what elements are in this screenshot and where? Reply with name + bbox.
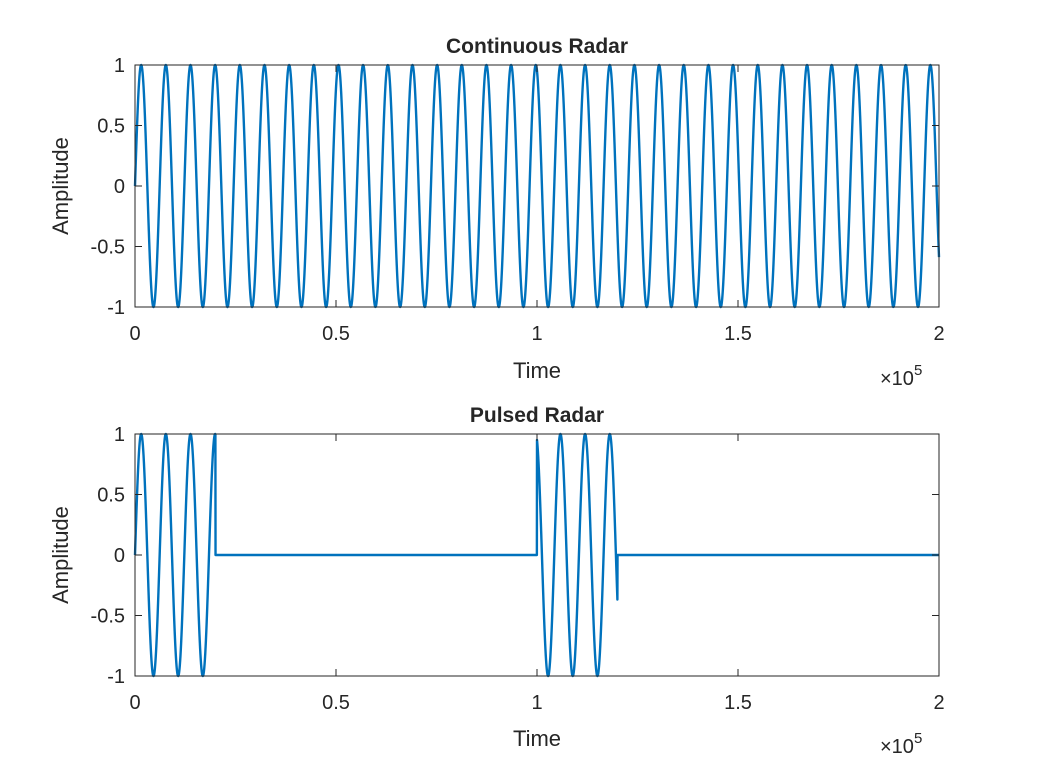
- x-tick-label: 0: [129, 692, 140, 714]
- chart-continuous-radar: Continuous Radar 0 0.5 1 1.5 2 1 0.5 0 -0.5 -1 T…: [48, 35, 945, 390]
- y-tick-label: 0.5: [97, 116, 125, 138]
- x-exponent-label: ×105: [880, 730, 922, 758]
- y-tick-labels: 1 0.5 0 -0.5 -1: [91, 55, 125, 319]
- x-tick-label: 1.5: [724, 692, 752, 714]
- y-tick-label: 0: [114, 176, 125, 198]
- x-tick-labels: 0 0.5 1 1.5 2: [129, 692, 944, 714]
- axis-ticks: [134, 64, 940, 308]
- y-tick-labels: 1 0.5 0 -0.5 -1: [91, 424, 125, 688]
- y-tick-label: 0: [114, 545, 125, 567]
- y-tick-label: 0.5: [97, 485, 125, 507]
- chart-title: Continuous Radar: [446, 35, 628, 58]
- y-axis-label: Amplitude: [48, 137, 73, 235]
- axis-ticks: [134, 433, 940, 677]
- chart-pulsed-radar: Pulsed Radar 0 0.5 1 1.5 2 10.50-0.5-1 Time …: [48, 404, 945, 758]
- y-tick-label: -1: [107, 666, 125, 688]
- x-tick-label: 2: [933, 692, 944, 714]
- x-tick-label: 0.5: [322, 323, 350, 345]
- plot-area: [135, 65, 939, 307]
- y-tick-label: -0.5: [91, 606, 125, 628]
- x-tick-label: 1: [531, 323, 542, 345]
- x-axis-label: Time: [513, 358, 561, 383]
- x-tick-label: 0: [129, 323, 140, 345]
- y-tick-label: 1: [114, 55, 125, 77]
- x-tick-label: 1: [531, 692, 542, 714]
- x-axis-label: Time: [513, 726, 561, 751]
- y-tick-label: -1: [107, 297, 125, 319]
- x-tick-label: 2: [933, 323, 944, 345]
- y-axis-label: Amplitude: [48, 506, 73, 604]
- x-tick-label: 1.5: [724, 323, 752, 345]
- y-tick-label: -0.5: [91, 237, 125, 259]
- y-tick-label: 1: [114, 424, 125, 446]
- x-tick-labels: 0 0.5 1 1.5 2: [129, 323, 944, 345]
- x-exponent-label: ×105: [880, 362, 922, 390]
- x-tick-label: 0.5: [322, 692, 350, 714]
- chart-title: Pulsed Radar: [470, 404, 604, 427]
